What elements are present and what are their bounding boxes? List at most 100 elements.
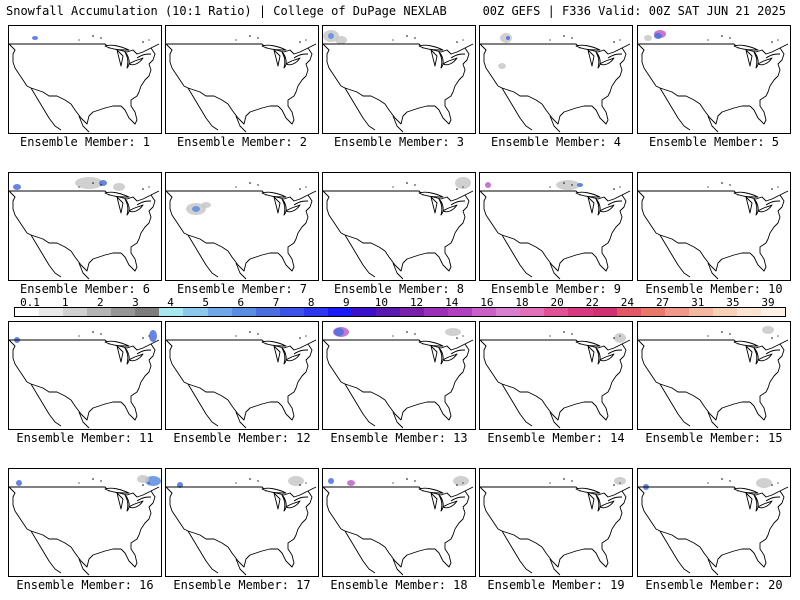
- colorbar-swatch: [39, 308, 64, 316]
- colorbar-swatch: [760, 308, 785, 316]
- colorbar-tick-label: 5: [202, 296, 210, 309]
- colorbar-tick-label: 39: [761, 296, 775, 309]
- ensemble-member-map-2: [165, 25, 319, 134]
- ensemble-member-label-11: Ensemble Member: 11: [16, 431, 154, 445]
- colorbar-swatch: [736, 308, 761, 316]
- ensemble-member-label-19: Ensemble Member: 19: [487, 578, 625, 592]
- ensemble-member-map-16: [8, 468, 162, 577]
- us-outline-map: [480, 477, 631, 576]
- colorbar-swatch: [159, 308, 184, 316]
- ensemble-member-map-4: [479, 25, 633, 134]
- ensemble-member-label-12: Ensemble Member: 12: [173, 431, 311, 445]
- us-outline-map: [9, 475, 161, 576]
- colorbar-tick-label: 31: [691, 296, 705, 309]
- ensemble-member-label-15: Ensemble Member: 15: [645, 431, 783, 445]
- ensemble-member-map-6: [8, 172, 162, 281]
- us-outline-map: [166, 331, 317, 429]
- ensemble-member-map-5: [637, 25, 791, 134]
- colorbar-tick-label: 18: [515, 296, 529, 309]
- ensemble-member-label-3: Ensemble Member: 3: [333, 135, 465, 149]
- us-outline-map: [9, 35, 160, 133]
- colorbar-swatch: [207, 308, 232, 316]
- colorbar-swatch: [279, 308, 304, 316]
- colorbar-tick-label: 8: [307, 296, 315, 309]
- colorbar-swatch: [424, 308, 449, 316]
- ensemble-member-label-7: Ensemble Member: 7: [176, 282, 308, 296]
- colorbar-swatch: [255, 308, 280, 316]
- us-outline-map: [323, 476, 474, 576]
- colorbar-tick-label: 24: [620, 296, 635, 309]
- colorbar-swatch: [616, 308, 641, 316]
- us-outline-map: [166, 476, 317, 576]
- ensemble-member-label-20: Ensemble Member: 20: [645, 578, 783, 592]
- ensemble-member-map-18: [322, 468, 476, 577]
- colorbar-swatch: [351, 308, 376, 316]
- colorbar-tick-label: 4: [167, 296, 174, 309]
- ensemble-member-label-5: Ensemble Member: 5: [648, 135, 780, 149]
- colorbar-swatch: [472, 308, 497, 316]
- colorbar-swatch: [448, 308, 473, 316]
- colorbar-swatch: [231, 308, 256, 316]
- us-outline-map: [166, 182, 317, 280]
- us-outline-map: [480, 180, 631, 280]
- ensemble-member-map-3: [322, 25, 476, 134]
- colorbar-tick-label: 27: [655, 296, 670, 309]
- colorbar-tick-label: 3: [132, 296, 139, 309]
- ensemble-member-map-20: [637, 468, 791, 577]
- colorbar-swatch: [664, 308, 689, 316]
- colorbar-swatch: [135, 308, 160, 316]
- ensemble-member-map-11: [8, 321, 162, 430]
- ensemble-member-map-9: [479, 172, 633, 281]
- ensemble-member-map-1: [8, 25, 162, 134]
- ensemble-member-label-17: Ensemble Member: 17: [173, 578, 311, 592]
- colorbar-swatch: [15, 308, 40, 316]
- ensemble-member-label-13: Ensemble Member: 13: [330, 431, 468, 445]
- us-outline-map: [166, 35, 317, 133]
- us-outline-map: [9, 330, 160, 429]
- colorbar-tick-label: 16: [480, 296, 494, 309]
- colorbar-swatch: [592, 308, 617, 316]
- us-outline-map: [480, 33, 631, 133]
- ensemble-member-label-6: Ensemble Member: 6: [19, 282, 151, 296]
- ensemble-member-label-16: Ensemble Member: 16: [16, 578, 154, 592]
- colorbar-swatch: [544, 308, 569, 316]
- ensemble-member-label-8: Ensemble Member: 8: [333, 282, 465, 296]
- us-outline-map: [638, 30, 789, 133]
- ensemble-member-label-10: Ensemble Member: 10: [645, 282, 783, 296]
- ensemble-member-label-1: Ensemble Member: 1: [19, 135, 151, 149]
- ensemble-member-map-15: [637, 321, 791, 430]
- ensemble-member-map-7: [165, 172, 319, 281]
- ensemble-member-label-9: Ensemble Member: 9: [490, 282, 622, 296]
- ensemble-member-map-10: [637, 172, 791, 281]
- model-run-info: 00Z GEFS | F336 Valid: 00Z SAT JUN 21 20…: [482, 4, 786, 18]
- ensemble-member-map-14: [479, 321, 633, 430]
- colorbar-swatch: [688, 308, 713, 316]
- us-outline-map: [638, 478, 789, 576]
- ensemble-member-map-12: [165, 321, 319, 430]
- colorbar-tick-label: 2: [96, 296, 104, 309]
- colorbar-tick-label: 0.1: [20, 296, 40, 309]
- colorbar-tick-label: 22: [585, 296, 599, 309]
- ensemble-member-map-19: [479, 468, 633, 577]
- colorbar-swatch: [111, 308, 136, 316]
- colorbar-swatch: [87, 308, 112, 316]
- colorbar-tick-label: 6: [237, 296, 245, 309]
- us-outline-map: [638, 182, 789, 280]
- colorbar-swatch: [400, 308, 425, 316]
- colorbar-swatch: [568, 308, 593, 316]
- us-outline-map: [323, 177, 474, 280]
- colorbar-tick-label: 9: [342, 296, 350, 309]
- colorbar-swatch: [63, 308, 88, 316]
- snowfall-colorbar: [14, 307, 786, 317]
- colorbar-tick-label: 14: [445, 296, 459, 309]
- colorbar-swatch: [303, 308, 328, 316]
- colorbar-swatch: [183, 308, 208, 316]
- us-outline-map: [323, 30, 474, 133]
- colorbar-swatch: [712, 308, 737, 316]
- ensemble-member-label-2: Ensemble Member: 2: [176, 135, 308, 149]
- colorbar-tick-label: 20: [550, 296, 564, 309]
- ensemble-member-map-17: [165, 468, 319, 577]
- colorbar-tick-label: 1: [61, 296, 69, 309]
- colorbar-swatch: [375, 308, 400, 316]
- colorbar-swatch: [640, 308, 665, 316]
